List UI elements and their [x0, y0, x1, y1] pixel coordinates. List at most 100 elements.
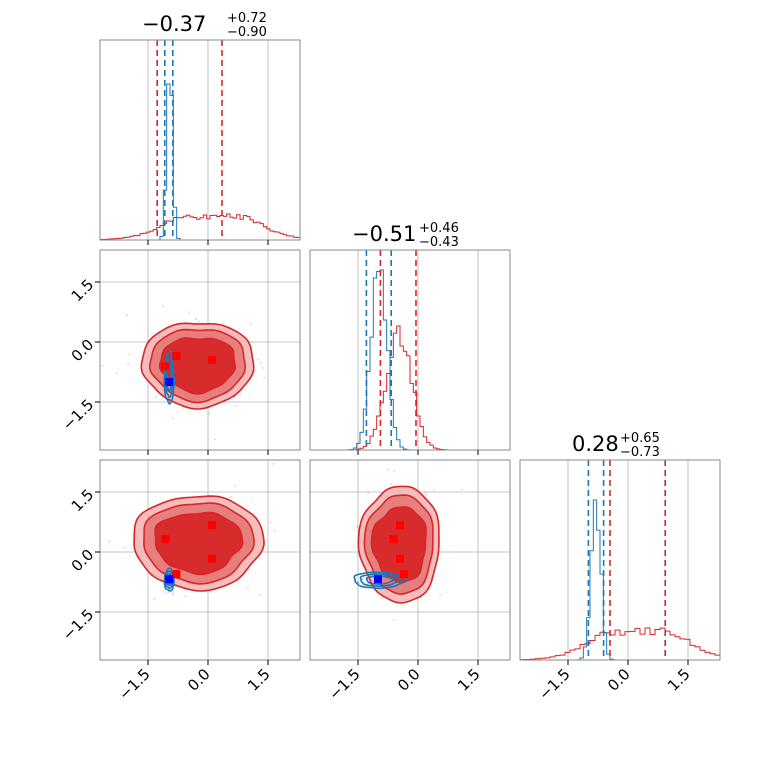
panel-bg-1-1: [310, 250, 510, 450]
contour-blue-1-0-0: [163, 349, 175, 405]
contour-red-inner-2-0: [154, 511, 244, 576]
scatter-red-2-0-133: [269, 521, 272, 524]
contour-blue-2-1-2: [365, 575, 394, 586]
sample-marker-2-0-0: [161, 535, 170, 544]
scatter-red-1-0-19: [239, 394, 242, 397]
title-1-plus: +0.72: [227, 11, 267, 26]
scatter-red-2-1-57: [390, 483, 393, 486]
scatter-red-2-1-108: [424, 491, 427, 494]
scatter-red-1-0-55: [151, 332, 153, 335]
contour-blue-2-1-0: [353, 571, 408, 590]
scatter-red-2-1-132: [387, 468, 389, 471]
sample-marker-1-0-1: [172, 352, 181, 360]
sample-marker-1-0-0: [161, 362, 170, 371]
scatter-red-1-0-17: [194, 317, 197, 320]
title-3-minus: −0.73: [620, 445, 660, 460]
scatter-red-1-0-8: [126, 314, 128, 317]
scatter-red-1-0-132: [257, 358, 260, 361]
panel-bg-0-0: [100, 40, 300, 240]
scatter-red-1-0-12: [101, 365, 104, 367]
sample-marker-2-1-0: [389, 535, 398, 544]
ytick-label-1-0: −1.5: [59, 396, 97, 434]
ytick-label-1-2: 1.5: [68, 276, 98, 306]
sample-marker-2-1-2: [396, 521, 404, 530]
scatter-red-2-1-42: [439, 594, 442, 597]
scatter-red-2-1-56: [425, 494, 428, 496]
panel-frame-0-0: [99, 39, 301, 241]
scatter-red-2-0-121: [273, 529, 276, 532]
scatter-red-1-0-67: [214, 438, 216, 441]
contour-red-inner-2-1: [370, 506, 427, 584]
scatter-red-1-0-74: [115, 372, 118, 375]
scatter-blue-2-0-40: [172, 592, 174, 594]
title-3-plus: +0.65: [620, 431, 660, 446]
truth-marker-2-0: [165, 575, 174, 584]
title-param-1: −0.37 +0.72 −0.90: [142, 11, 267, 40]
scatter-red-2-0-3: [123, 546, 126, 549]
panel-frame-2-1: [309, 459, 511, 661]
ytick-label-2-1: 0.0: [68, 546, 98, 576]
title-3-center: 0.28: [572, 432, 619, 456]
scatter-red-1-0-10: [127, 363, 130, 366]
hist-red-param-3: [519, 627, 721, 661]
scatter-blue-2-1-33: [366, 582, 369, 585]
scatter-blue-2-1-28: [357, 580, 360, 583]
scatter-red-1-0-83: [182, 407, 185, 409]
title-2-center: −0.51: [352, 222, 416, 246]
scatter-red-2-0-28: [234, 485, 237, 488]
title-1-center: −0.37: [142, 12, 206, 36]
scatter-red-1-0-57: [263, 376, 266, 379]
panel-bg-2-2: [520, 460, 720, 660]
title-param-3: 0.28 +0.65 −0.73: [572, 431, 660, 460]
contour-blue-2-0-0: [163, 567, 175, 592]
xtick-label-2-1: 0.0: [604, 665, 634, 695]
scatter-red-2-1-64: [461, 488, 463, 491]
scatter-blue-2-1-51: [356, 581, 359, 584]
scatter-red-1-0-125: [195, 318, 197, 321]
title-param-2: −0.51 +0.46 −0.43: [352, 221, 459, 250]
sample-marker-2-0-2: [208, 521, 216, 530]
scatter-red-1-0-119: [208, 412, 210, 415]
scatter-red-1-0-87: [235, 405, 238, 407]
scatter-red-2-0-82: [108, 540, 110, 543]
scatter-red-2-0-21: [209, 591, 212, 593]
scatter-red-1-0-110: [250, 322, 252, 325]
scatter-red-1-0-56: [234, 396, 236, 399]
xtick-label-1-0: −1.5: [325, 665, 363, 703]
scatter-red-1-0-76: [259, 362, 262, 364]
scatter-red-2-0-62: [184, 595, 187, 598]
panel-frame-1-0: [99, 249, 301, 451]
sample-marker-2-1-3: [396, 554, 404, 563]
scatter-red-2-0-43: [153, 597, 156, 600]
xtick-label-1-2: 1.5: [454, 665, 484, 695]
scatter-red-2-0-13: [272, 462, 275, 465]
scatter-red-2-1-130: [393, 469, 396, 472]
scatter-blue-2-0-19: [171, 593, 174, 596]
xtick-label-2-2: 1.5: [664, 665, 694, 695]
panel-frame-1-1: [309, 249, 511, 451]
xtick-label-2-0: −1.5: [535, 665, 573, 703]
title-1-minus: −0.90: [227, 25, 267, 40]
xtick-label-0-2: 1.5: [244, 665, 274, 695]
sample-marker-2-1-1: [400, 570, 408, 578]
scatter-red-2-1-28: [356, 526, 359, 529]
sample-marker-1-0-3: [208, 356, 216, 364]
ytick-label-2-2: 1.5: [68, 486, 98, 516]
scatter-red-2-0-124: [247, 587, 249, 589]
scatter-blue-2-1-58: [358, 582, 360, 585]
contour-blue-2-1-1: [359, 573, 401, 587]
scatter-red-2-1-51: [381, 596, 384, 599]
scatter-red-1-0-25: [188, 311, 191, 314]
truth-marker-2-1: [374, 575, 382, 584]
scatter-red-2-0-11: [229, 495, 232, 498]
scatter-blue-2-0-33: [167, 591, 169, 594]
scatter-red-1-0-53: [172, 417, 175, 420]
scatter-blue-2-0-26: [164, 592, 167, 595]
scatter-red-2-1-97: [367, 492, 370, 495]
sample-marker-2-0-3: [208, 554, 216, 563]
sample-marker-2-0-1: [172, 570, 181, 578]
scatter-red-1-0-105: [198, 320, 201, 323]
ytick-label-1-1: 0.0: [68, 336, 98, 366]
ytick-label-2-0: −1.5: [59, 606, 97, 644]
scatter-red-1-0-149: [128, 353, 131, 356]
